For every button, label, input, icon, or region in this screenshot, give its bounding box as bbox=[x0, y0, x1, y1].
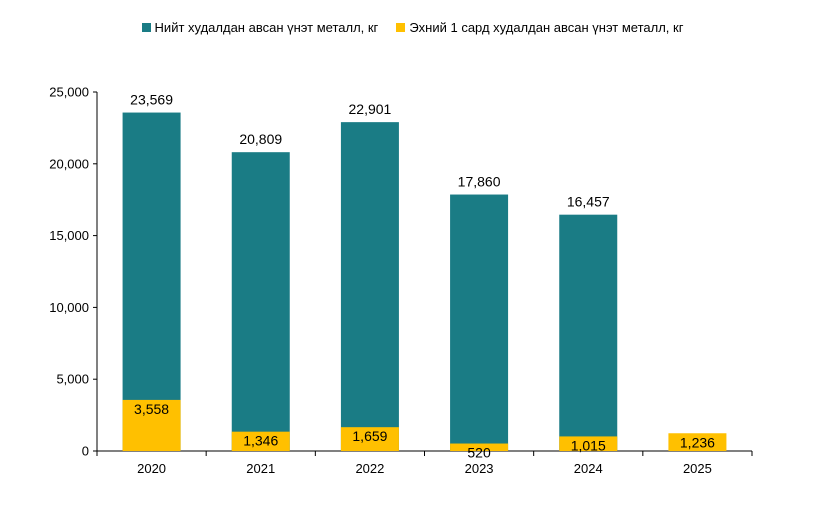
y-tick-label: 15,000 bbox=[49, 228, 89, 243]
data-label-total-2021: 20,809 bbox=[239, 131, 282, 147]
x-tick-label: 2025 bbox=[683, 461, 712, 476]
bar-total-2024 bbox=[559, 214, 618, 451]
bar-total-2022 bbox=[340, 122, 399, 452]
legend-label-total: Нийт худалдан авсан үнэт металл, кг bbox=[154, 20, 379, 35]
data-label-first-month-2023: 520 bbox=[467, 445, 491, 461]
bar-first-month-2024 bbox=[559, 436, 618, 451]
data-label-first-month-2022: 1,659 bbox=[352, 428, 387, 444]
x-tick-label: 2022 bbox=[355, 461, 384, 476]
data-label-total-2024: 16,457 bbox=[567, 194, 610, 210]
x-tick-label: 2021 bbox=[246, 461, 275, 476]
y-tick-label: 10,000 bbox=[49, 300, 89, 315]
x-tick-label: 2023 bbox=[465, 461, 494, 476]
data-label-total-2023: 17,860 bbox=[458, 174, 501, 190]
bar-total-2020 bbox=[122, 112, 181, 451]
legend-item-total: Нийт худалдан авсан үнэт металл, кг bbox=[141, 20, 379, 35]
bar-first-month-2020 bbox=[122, 399, 181, 451]
legend-swatch-first-month bbox=[396, 23, 406, 32]
bar-first-month-2021 bbox=[231, 431, 290, 451]
legend-label-first-month: Эхний 1 сард худалдан авсан үнэт металл,… bbox=[409, 20, 684, 35]
y-tick-label: 0 bbox=[82, 444, 89, 459]
bar-total-2021 bbox=[231, 152, 290, 452]
data-label-first-month-2024: 1,015 bbox=[571, 437, 606, 453]
y-tick-label: 25,000 bbox=[49, 85, 89, 100]
data-label-first-month-2025: 1,236 bbox=[680, 434, 715, 450]
bar-first-month-2025 bbox=[668, 433, 727, 451]
bar-total-2023 bbox=[450, 194, 509, 451]
data-label-total-2022: 22,901 bbox=[349, 101, 392, 117]
data-label-first-month-2021: 1,346 bbox=[243, 433, 278, 449]
legend-swatch-total bbox=[141, 23, 151, 32]
data-label-total-2020: 23,569 bbox=[130, 92, 173, 108]
y-tick-label: 5,000 bbox=[56, 372, 89, 387]
bar-first-month-2022 bbox=[340, 427, 399, 451]
y-tick-label: 20,000 bbox=[49, 156, 89, 171]
data-label-first-month-2020: 3,558 bbox=[134, 401, 169, 417]
x-tick-label: 2024 bbox=[574, 461, 603, 476]
bar-first-month-2023 bbox=[450, 443, 509, 451]
legend-item-first-month: Эхний 1 сард худалдан авсан үнэт металл,… bbox=[396, 20, 683, 35]
chart-legend: Нийт худалдан авсан үнэт металл, кг Эхни… bbox=[0, 20, 825, 35]
x-tick-label: 2020 bbox=[137, 461, 166, 476]
